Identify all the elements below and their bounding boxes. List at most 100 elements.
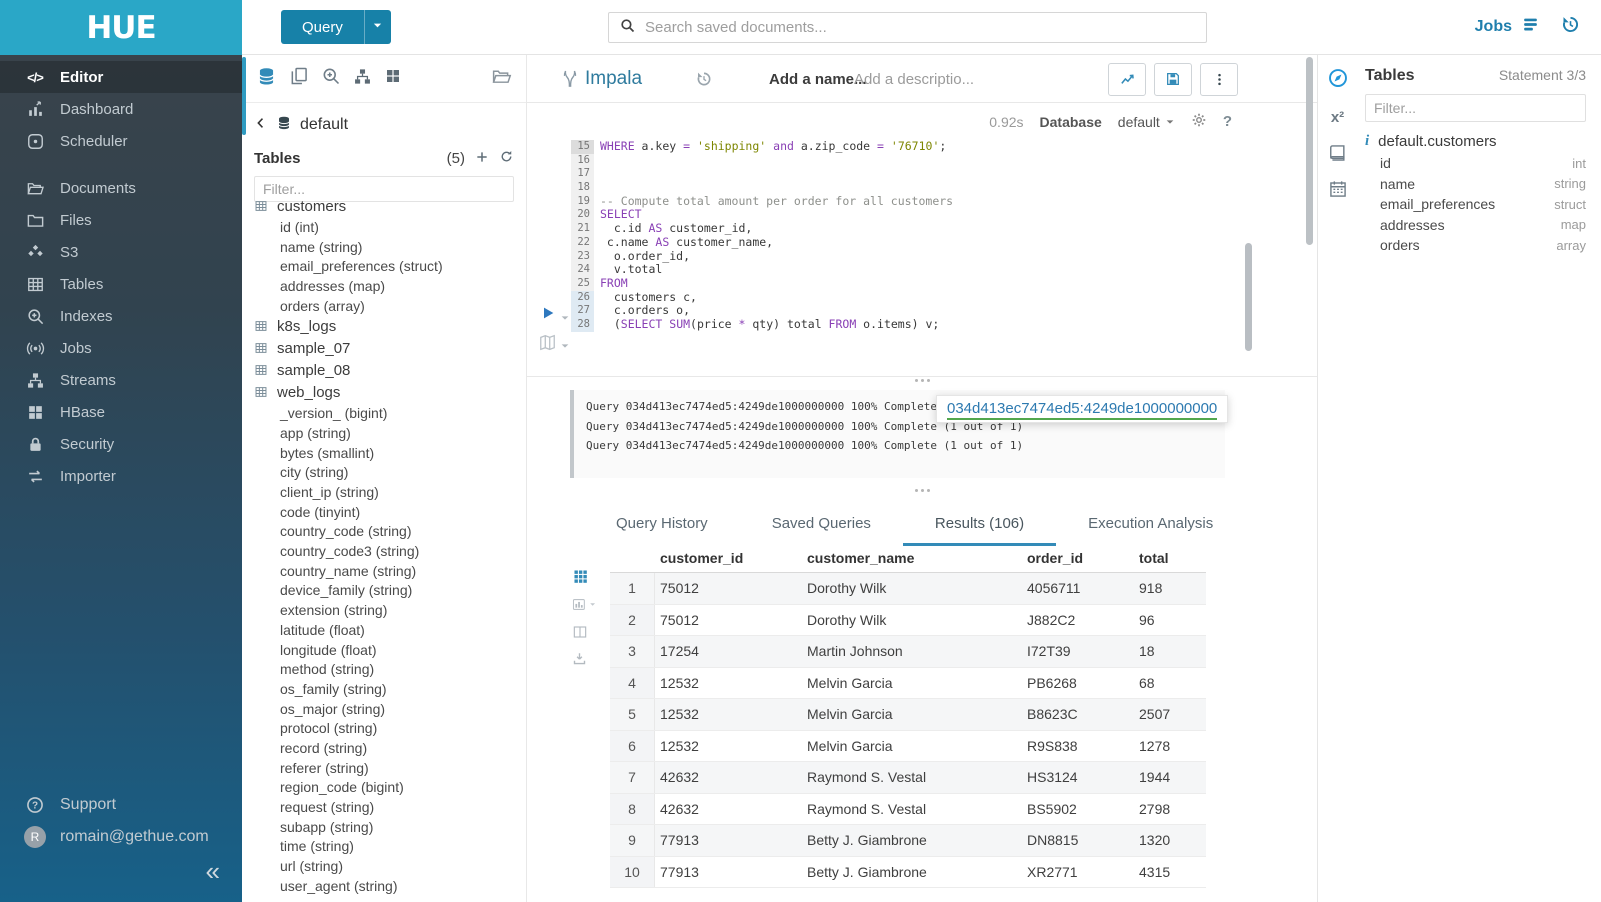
code-line[interactable]: 22 c.name AS customer_name, <box>527 236 953 250</box>
hue-logo[interactable]: HUE <box>0 0 242 55</box>
sql-editor[interactable]: 15WHERE a.key = 'shipping' and a.zip_cod… <box>527 140 953 332</box>
database-selector[interactable]: default <box>1118 114 1175 130</box>
assist-column[interactable]: request (string) <box>242 797 525 817</box>
assist-column[interactable]: method (string) <box>242 659 525 679</box>
chevron-left-icon[interactable] <box>254 116 268 135</box>
sidebar-item-s3[interactable]: S3 <box>0 236 242 268</box>
sidebar-item-documents[interactable]: Documents <box>0 172 242 204</box>
query-history-icon[interactable] <box>1560 14 1581 40</box>
sidebar-item-files[interactable]: Files <box>0 204 242 236</box>
assist-column[interactable]: client_ip (string) <box>242 482 525 502</box>
code-line[interactable]: 27 c.orders o, <box>527 304 953 318</box>
folder-open-icon[interactable] <box>491 66 512 92</box>
table-row[interactable]: 842632Raymond S. VestalBS59022798 <box>610 794 1206 826</box>
tab-query-history[interactable]: Query History <box>584 505 740 546</box>
assist-table[interactable]: k8s_logs <box>242 315 525 337</box>
sidebar-item-editor[interactable]: </>Editor <box>0 61 242 93</box>
language-reference-icon[interactable] <box>538 333 557 357</box>
query-dropdown-caret[interactable] <box>364 10 391 44</box>
table-row[interactable]: 175012Dorothy Wilk4056711918 <box>610 573 1206 605</box>
assist-column[interactable]: city (string) <box>242 463 525 483</box>
right-filter[interactable] <box>1365 94 1586 122</box>
column-header[interactable]: customer_name <box>802 543 1022 572</box>
assist-column[interactable]: country_code (string) <box>242 522 525 542</box>
settings-gear-icon[interactable] <box>1191 112 1207 131</box>
column-header[interactable]: order_id <box>1022 543 1134 572</box>
assist-column[interactable]: longitude (float) <box>242 640 525 660</box>
assist-column[interactable]: email_preferences (struct) <box>242 256 525 276</box>
assist-column[interactable]: name (string) <box>242 237 525 257</box>
assist-column[interactable]: protocol (string) <box>242 718 525 738</box>
sidebar-item-security[interactable]: Security <box>0 428 242 460</box>
code-line[interactable]: 18 <box>527 181 953 195</box>
sidebar-item-scheduler[interactable]: Scheduler <box>0 125 242 157</box>
assist-column[interactable]: url (string) <box>242 856 525 876</box>
query-id-link[interactable]: 034d413ec7474ed5:4249de1000000000 <box>947 400 1217 420</box>
active-table-name[interactable]: default.customers <box>1378 133 1496 150</box>
add-table-icon[interactable] <box>475 150 489 168</box>
panel-column[interactable]: addressesmap <box>1365 215 1586 236</box>
assist-column[interactable]: os_major (string) <box>242 699 525 719</box>
refresh-icon[interactable] <box>499 149 514 168</box>
editor-scrollbar[interactable] <box>1245 243 1252 351</box>
split-columns-icon[interactable] <box>572 624 596 640</box>
sidebar-item-dashboard[interactable]: Dashboard <box>0 93 242 125</box>
functions-icon[interactable]: x² <box>1318 109 1357 126</box>
query-name-field[interactable]: Add a name... <box>769 55 867 103</box>
download-icon[interactable] <box>572 651 596 666</box>
code-line[interactable]: 21 c.id AS customer_id, <box>527 222 953 236</box>
sidebar-collapse-button[interactable]: « <box>206 858 220 884</box>
code-line[interactable]: 24 v.total <box>527 263 953 277</box>
assist-column[interactable]: record (string) <box>242 738 525 758</box>
code-line[interactable]: 28 (SELECT SUM(price * qty) total FROM o… <box>527 318 953 332</box>
search-input[interactable] <box>645 19 1196 36</box>
search-plus-icon[interactable] <box>321 66 341 91</box>
column-header[interactable]: customer_id <box>655 543 802 572</box>
sidebar-item-support[interactable]: ? Support <box>0 789 242 821</box>
table-row[interactable]: 317254Martin JohnsonI72T3918 <box>610 636 1206 668</box>
assist-column[interactable]: country_name (string) <box>242 561 525 581</box>
query-description-field[interactable]: Add a descriptio... <box>854 55 974 103</box>
table-row[interactable]: 512532Melvin GarciaB8623C2507 <box>610 699 1206 731</box>
code-line[interactable]: 17 <box>527 167 953 181</box>
table-row[interactable]: 1077913Betty J. GiambroneXR27714315 <box>610 857 1206 889</box>
assist-column[interactable]: code (tinyint) <box>242 502 525 522</box>
sidebar-item-hbase[interactable]: HBase <box>0 396 242 428</box>
panel-column[interactable]: idint <box>1365 153 1586 174</box>
code-line[interactable]: 26 customers c, <box>527 291 953 305</box>
assist-column[interactable]: app (string) <box>242 423 525 443</box>
code-line[interactable]: 23 o.order_id, <box>527 250 953 264</box>
assist-column[interactable]: user_agent (string) <box>242 876 525 896</box>
save-button[interactable] <box>1154 63 1192 96</box>
sidebar-item-streams[interactable]: Streams <box>0 364 242 396</box>
run-options-caret[interactable] <box>560 310 570 328</box>
assist-table[interactable]: customers <box>242 195 525 217</box>
more-actions-button[interactable] <box>1200 63 1238 96</box>
grid-view-icon[interactable] <box>572 568 596 585</box>
assistant-compass-icon[interactable] <box>1318 67 1357 89</box>
assist-column[interactable]: time (string) <box>242 837 525 857</box>
assist-column[interactable]: id (int) <box>242 217 525 237</box>
assist-column[interactable]: region_code (bigint) <box>242 778 525 798</box>
sidebar-item-jobs[interactable]: Jobs <box>0 332 242 364</box>
assist-column[interactable]: latitude (float) <box>242 620 525 640</box>
new-query-button[interactable]: Query <box>281 10 391 44</box>
sitemap-icon[interactable] <box>353 67 372 91</box>
resize-handle[interactable] <box>527 379 1317 382</box>
code-line[interactable]: 16 <box>527 154 953 168</box>
assist-column[interactable]: os_family (string) <box>242 679 525 699</box>
assist-column[interactable]: _version_ (bigint) <box>242 403 525 423</box>
assist-table[interactable]: sample_07 <box>242 337 525 359</box>
code-line[interactable]: 19-- Compute total amount per order for … <box>527 195 953 209</box>
table-row[interactable]: 742632Raymond S. VestalHS31241944 <box>610 762 1206 794</box>
assist-column[interactable]: subapp (string) <box>242 817 525 837</box>
help-icon[interactable]: ? <box>1223 113 1232 130</box>
info-icon[interactable]: i <box>1365 133 1369 150</box>
tab-results-106-[interactable]: Results (106) <box>903 505 1056 546</box>
hbase-blocks-icon[interactable] <box>384 67 402 90</box>
assist-table[interactable]: sample_08 <box>242 359 525 381</box>
assist-column[interactable]: extension (string) <box>242 600 525 620</box>
chart-button[interactable] <box>1108 63 1146 96</box>
assist-column[interactable]: device_family (string) <box>242 581 525 601</box>
resize-handle[interactable] <box>527 489 1317 492</box>
